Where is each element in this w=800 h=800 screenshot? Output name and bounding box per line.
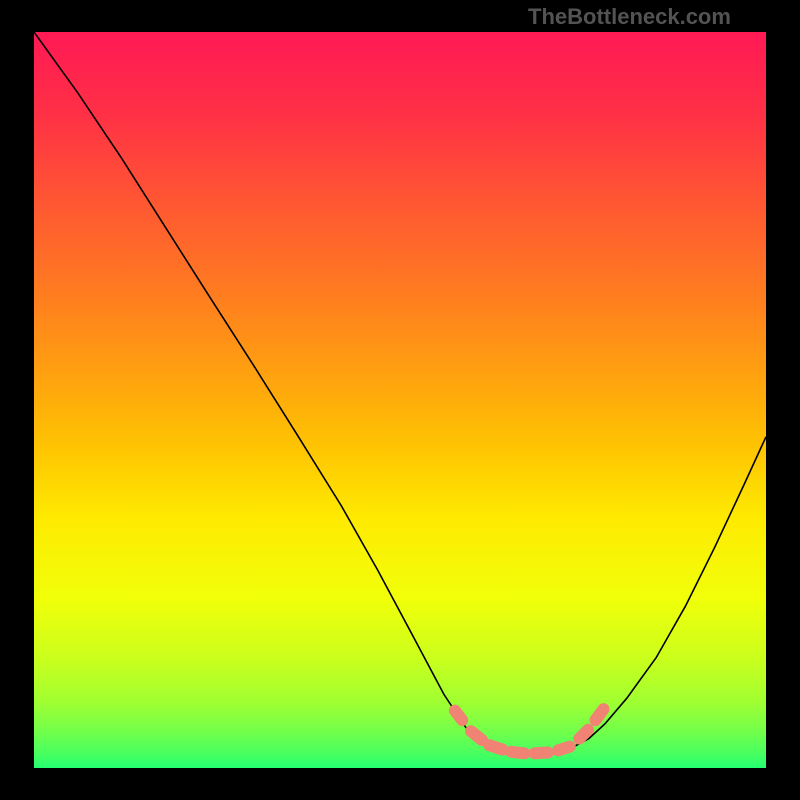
chart-svg [34,32,766,768]
watermark-label: TheBottleneck.com [528,4,731,30]
plot-area [34,32,766,768]
chart-container: TheBottleneck.com [0,0,800,800]
